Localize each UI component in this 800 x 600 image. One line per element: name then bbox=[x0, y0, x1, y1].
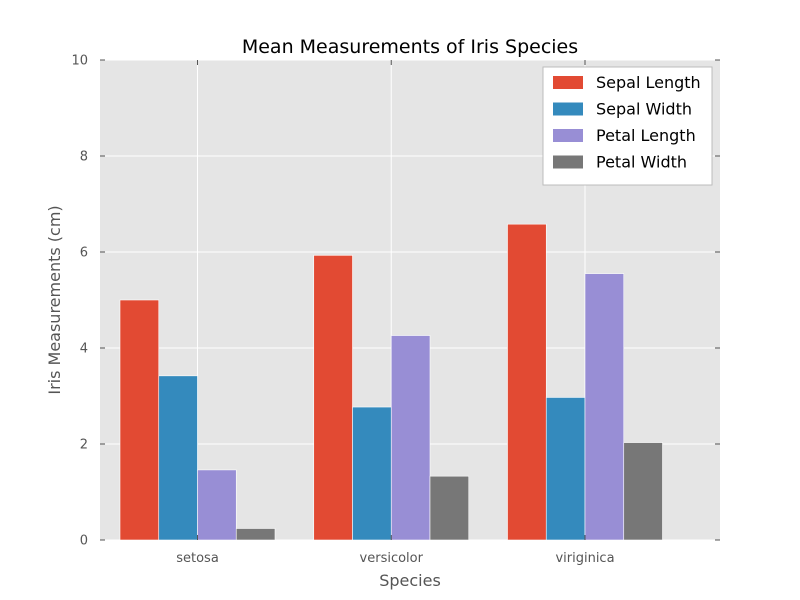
x-tick-label: versicolor bbox=[360, 551, 424, 566]
bar bbox=[507, 223, 547, 541]
y-tick-label: 4 bbox=[80, 342, 88, 357]
x-tick-label: setosa bbox=[176, 551, 219, 566]
legend-label: Petal Width bbox=[596, 153, 687, 172]
bar bbox=[158, 375, 198, 541]
y-tick-label: 6 bbox=[80, 246, 88, 261]
bar bbox=[545, 397, 586, 541]
bar bbox=[429, 475, 470, 541]
bar bbox=[197, 469, 237, 541]
legend-label: Sepal Length bbox=[596, 73, 701, 92]
legend-swatch bbox=[553, 129, 583, 142]
y-tick-label: 0 bbox=[80, 534, 88, 549]
bar bbox=[119, 299, 160, 541]
bars bbox=[119, 223, 663, 541]
bar bbox=[313, 255, 353, 541]
legend-swatch bbox=[553, 155, 583, 169]
y-tick-label: 2 bbox=[80, 438, 88, 453]
y-tick-label: 8 bbox=[80, 150, 88, 165]
chart-title: Mean Measurements of Iris Species bbox=[242, 36, 578, 58]
bar bbox=[623, 442, 663, 541]
legend-label: Sepal Width bbox=[596, 100, 692, 119]
bar bbox=[390, 335, 431, 541]
y-tick-label: 10 bbox=[71, 54, 88, 69]
x-tick-label: viriginica bbox=[555, 551, 614, 566]
legend-label: Petal Length bbox=[596, 126, 696, 145]
y-axis-title: Iris Measurements (cm) bbox=[45, 205, 64, 394]
legend: Sepal Length Sepal Width Petal Length Petal… bbox=[542, 66, 713, 186]
bar bbox=[235, 528, 276, 541]
x-axis-title: Species bbox=[379, 571, 441, 590]
bar bbox=[352, 406, 392, 541]
bar bbox=[584, 273, 625, 541]
axis-ticks: 0 2 4 6 8 10 setosa versicolor viriginica bbox=[71, 54, 720, 566]
legend-swatch bbox=[553, 76, 583, 89]
legend-swatch bbox=[553, 102, 583, 116]
